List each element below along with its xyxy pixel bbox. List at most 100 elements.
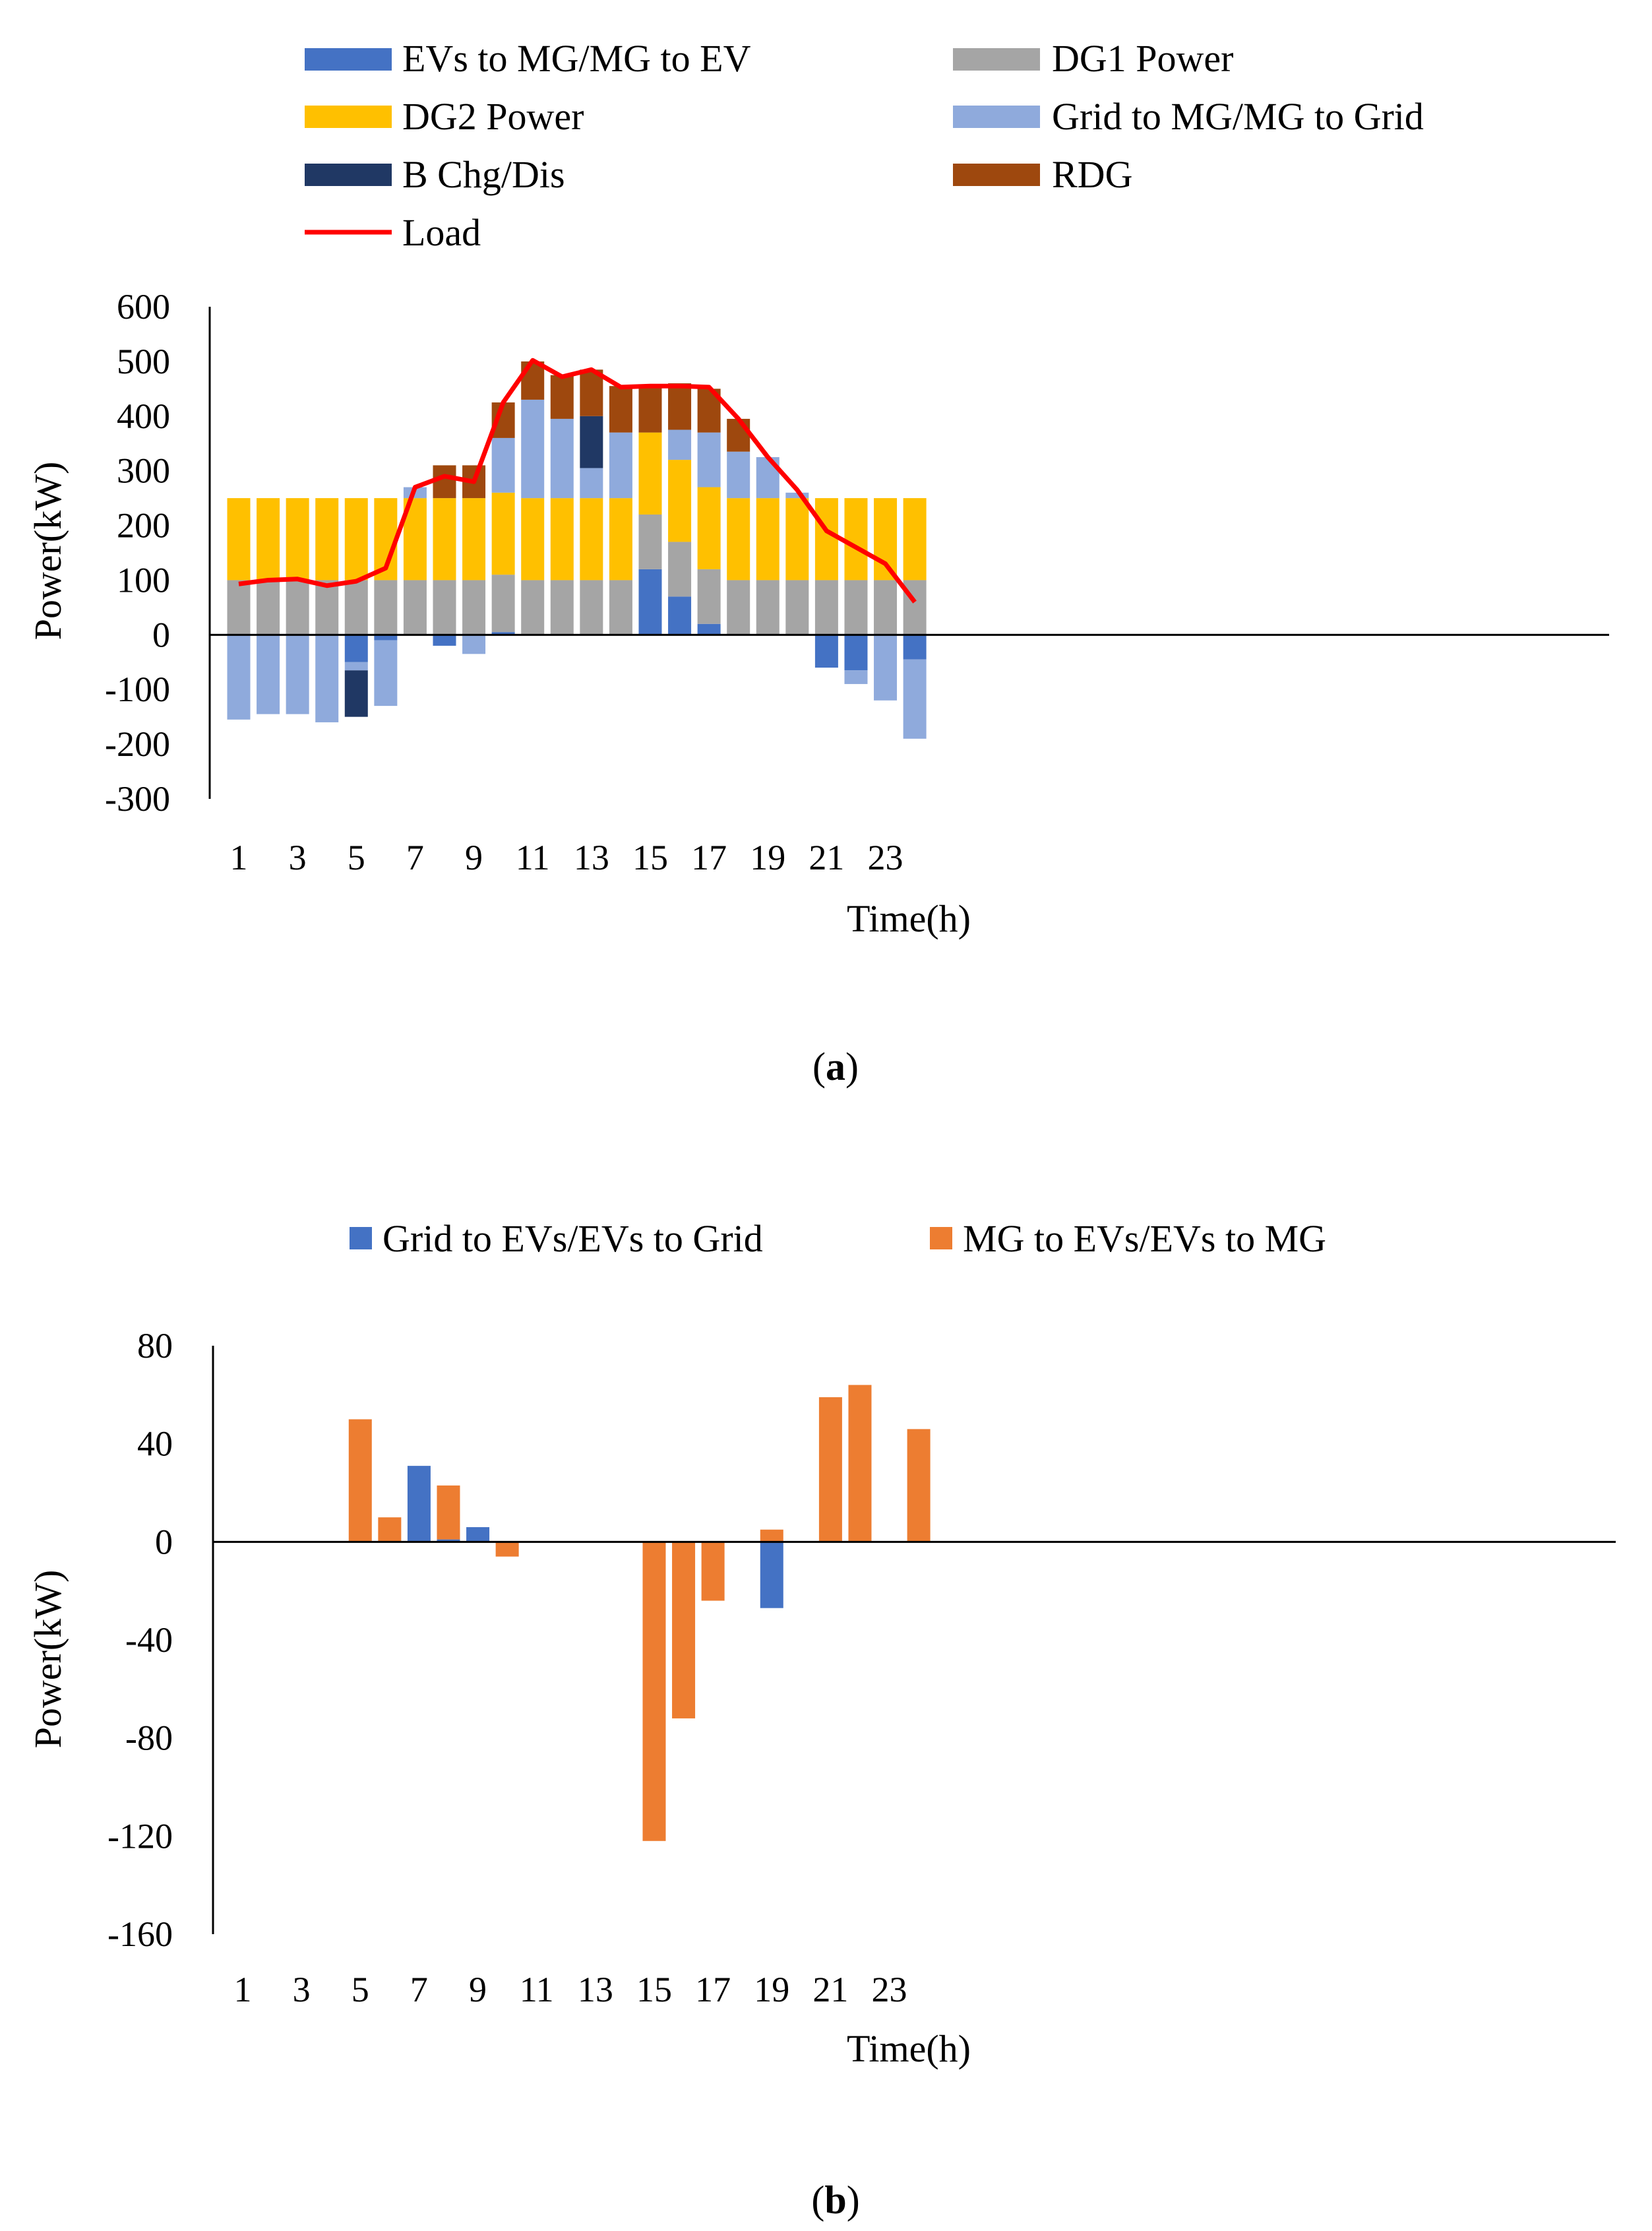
bar-grid-to-mg-mg-to-grid-h3 — [286, 635, 309, 714]
bar-dg1-power-h20 — [785, 580, 809, 635]
bar-mg-to-evs-evs-to-mg-h16 — [672, 1542, 696, 1718]
x-tick-label-b: 7 — [410, 1970, 428, 2009]
x-tick-label-a: 19 — [750, 838, 785, 877]
y-axis-title-b: Power(kW) — [26, 1570, 69, 1749]
y-tick-label-b: -80 — [125, 1718, 173, 1758]
legend-a: EVs to MG/MG to EV DG1 Power DG2 Power G… — [305, 37, 1424, 254]
x-tick-label-b: 11 — [520, 1970, 554, 2009]
x-axis-title-a: Time(h) — [847, 897, 971, 940]
bars-a — [227, 361, 927, 739]
bar-grid-to-mg-mg-to-grid-h24 — [903, 659, 927, 739]
bar-dg1-power-h15 — [638, 514, 662, 569]
x-tick-label-a: 23 — [868, 838, 903, 877]
bar-b-chg-dis-h5 — [344, 670, 368, 717]
bar-dg1-power-h21 — [814, 580, 838, 635]
bar-dg2-power-h5 — [344, 498, 368, 581]
bar-grid-to-mg-mg-to-grid-h10 — [491, 437, 515, 493]
x-tick-label-a: 21 — [809, 838, 844, 877]
bar-dg2-power-h22 — [844, 498, 868, 581]
bar-mg-to-evs-evs-to-mg-h15 — [642, 1542, 666, 1841]
bar-mg-to-evs-evs-to-mg-h19 — [760, 1529, 783, 1542]
bar-dg2-power-h14 — [609, 498, 632, 581]
bar-grid-to-mg-mg-to-grid-h23 — [874, 635, 898, 701]
bar-dg2-power-h18 — [727, 498, 750, 581]
y-tick-label-b: 0 — [155, 1522, 173, 1561]
bar-dg2-power-h2 — [257, 498, 280, 581]
bar-dg2-power-h24 — [903, 498, 927, 581]
line-load — [238, 358, 917, 604]
bar-mg-to-evs-evs-to-mg-h17 — [701, 1542, 725, 1601]
bar-evs-to-mg-mg-to-ev-h16 — [668, 596, 692, 635]
bar-dg1-power-h16 — [668, 542, 692, 597]
bar-mg-to-evs-evs-to-mg-h5 — [348, 1419, 372, 1542]
bar-dg1-power-h12 — [550, 580, 574, 635]
bar-grid-to-evs-evs-to-grid-h9 — [466, 1527, 490, 1542]
bar-grid-to-mg-mg-to-grid-h22 — [844, 670, 868, 684]
bar-dg1-power-h5 — [344, 580, 368, 635]
bar-dg1-power-h23 — [874, 580, 898, 635]
legend-swatch-grid-mg — [953, 106, 1040, 128]
bar-grid-to-mg-mg-to-grid-h18 — [727, 451, 750, 499]
legend-label-grid-mg: Grid to MG/MG to Grid — [1052, 95, 1424, 138]
bar-rdg-h15 — [638, 386, 662, 433]
bar-evs-to-mg-mg-to-ev-h6 — [374, 635, 398, 641]
x-tick-label-a: 17 — [691, 838, 727, 877]
bar-dg2-power-h8 — [433, 498, 456, 581]
bar-grid-to-mg-mg-to-grid-h2 — [257, 635, 280, 714]
x-tick-label-a: 7 — [406, 838, 424, 877]
bar-evs-to-mg-mg-to-ev-h22 — [844, 635, 868, 671]
y-tick-label-a: 100 — [117, 560, 170, 600]
bar-grid-to-evs-evs-to-grid-h19 — [760, 1542, 783, 1608]
x-tick-label-b: 1 — [234, 1970, 252, 2009]
bar-grid-to-mg-mg-to-grid-h5 — [344, 662, 368, 671]
x-tick-label-b: 23 — [872, 1970, 907, 2009]
y-tick-label-a: -300 — [105, 779, 170, 819]
bar-mg-to-evs-evs-to-mg-h22 — [848, 1385, 872, 1542]
y-tick-label-b: 40 — [137, 1424, 173, 1464]
y-tick-label-a: 300 — [117, 451, 170, 491]
bar-mg-to-evs-evs-to-mg-h21 — [818, 1397, 842, 1542]
x-tick-label-a: 15 — [632, 838, 668, 877]
legend-swatch-evs-mg — [305, 48, 392, 71]
legend-label-evs-mg: EVs to MG/MG to EV — [402, 37, 751, 80]
caption-b-letter: b — [824, 2178, 846, 2222]
bar-grid-to-mg-mg-to-grid-h13 — [580, 468, 603, 499]
bar-dg1-power-h11 — [521, 580, 545, 635]
bar-dg1-power-h18 — [727, 580, 750, 635]
bar-dg2-power-h10 — [491, 492, 515, 575]
bar-evs-to-mg-mg-to-ev-h21 — [814, 635, 838, 668]
legend-label-dg2: DG2 Power — [402, 95, 584, 138]
y-axis-title-a: Power(kW) — [26, 462, 69, 641]
bar-mg-to-evs-evs-to-mg-h10 — [495, 1542, 519, 1557]
bar-dg1-power-h3 — [286, 580, 309, 635]
bar-mg-to-evs-evs-to-mg-h6 — [378, 1517, 402, 1542]
bar-evs-to-mg-mg-to-ev-h15 — [638, 569, 662, 635]
bar-dg2-power-h17 — [697, 487, 721, 569]
bar-dg2-power-h12 — [550, 498, 574, 581]
bar-grid-to-mg-mg-to-grid-h12 — [550, 418, 574, 499]
y-axis-ticks-a: -300 -200 -100 0 100 200 300 400 500 600 — [105, 287, 170, 819]
bar-dg2-power-h1 — [227, 498, 251, 581]
bar-grid-to-mg-mg-to-grid-h14 — [609, 432, 632, 499]
bar-grid-to-mg-mg-to-grid-h4 — [315, 635, 339, 722]
bar-rdg-h14 — [609, 386, 632, 433]
bar-dg2-power-h4 — [315, 498, 339, 581]
bar-b-chg-dis-h13 — [580, 416, 603, 468]
legend-swatch-dg2 — [305, 106, 392, 128]
x-tick-label-b: 15 — [636, 1970, 672, 2009]
bar-dg2-power-h9 — [462, 498, 486, 581]
bar-dg1-power-h6 — [374, 580, 398, 635]
caption-a: (a) — [812, 1045, 859, 1088]
x-axis-ticks-b: 1 3 5 7 9 11 13 15 17 19 21 23 — [234, 1970, 907, 2009]
bar-dg1-power-h17 — [697, 569, 721, 624]
legend-b: Grid to EVs/EVs to Grid MG to EVs/EVs to… — [350, 1217, 1326, 1260]
y-tick-label-a: -100 — [105, 670, 170, 709]
bar-dg2-power-h23 — [874, 498, 898, 581]
legend-swatch-battery — [305, 164, 392, 186]
bar-dg2-power-h19 — [756, 498, 780, 581]
bar-evs-to-mg-mg-to-ev-h17 — [697, 623, 721, 635]
y-tick-label-a: 200 — [117, 506, 170, 546]
bar-dg1-power-h2 — [257, 580, 280, 635]
load-line-a — [238, 358, 917, 604]
bar-rdg-h13 — [580, 369, 603, 416]
